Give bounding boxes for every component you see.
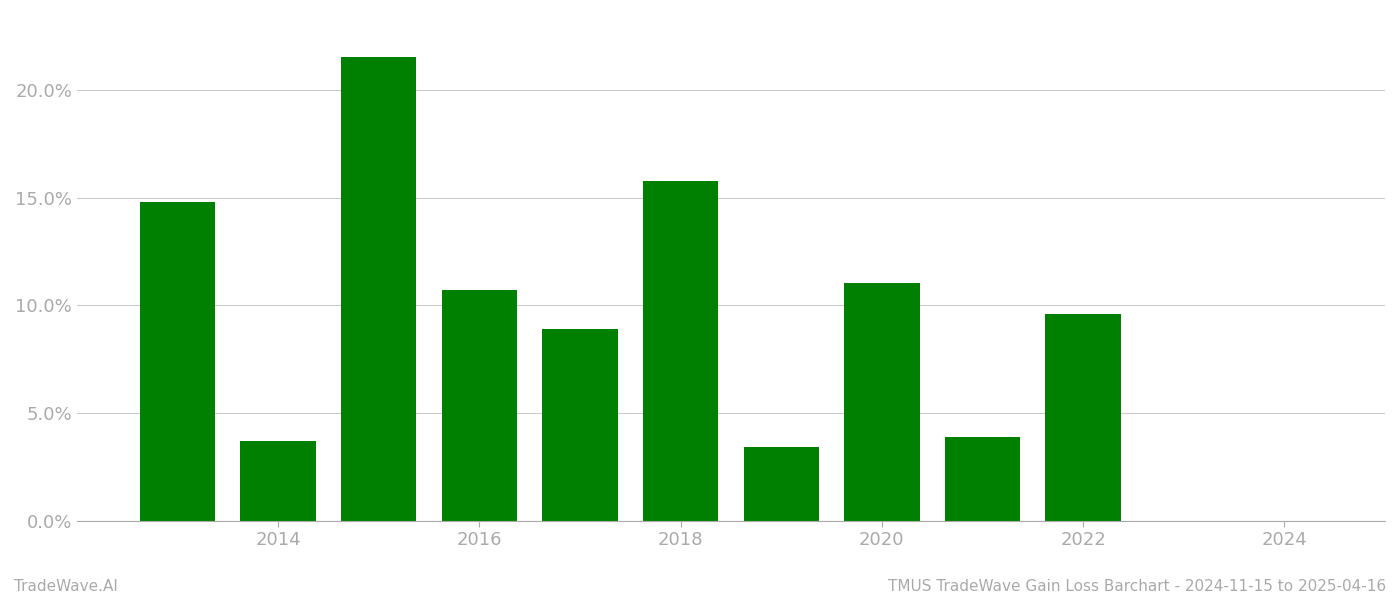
Bar: [743, 448, 819, 521]
Text: TMUS TradeWave Gain Loss Barchart - 2024-11-15 to 2025-04-16: TMUS TradeWave Gain Loss Barchart - 2024…: [888, 579, 1386, 594]
Bar: [643, 181, 718, 521]
Text: TradeWave.AI: TradeWave.AI: [14, 579, 118, 594]
Bar: [140, 202, 216, 521]
Bar: [1046, 314, 1121, 521]
Bar: [945, 437, 1021, 521]
Bar: [441, 290, 517, 521]
Bar: [241, 441, 316, 521]
Bar: [342, 57, 416, 521]
Bar: [542, 329, 617, 521]
Bar: [844, 283, 920, 521]
